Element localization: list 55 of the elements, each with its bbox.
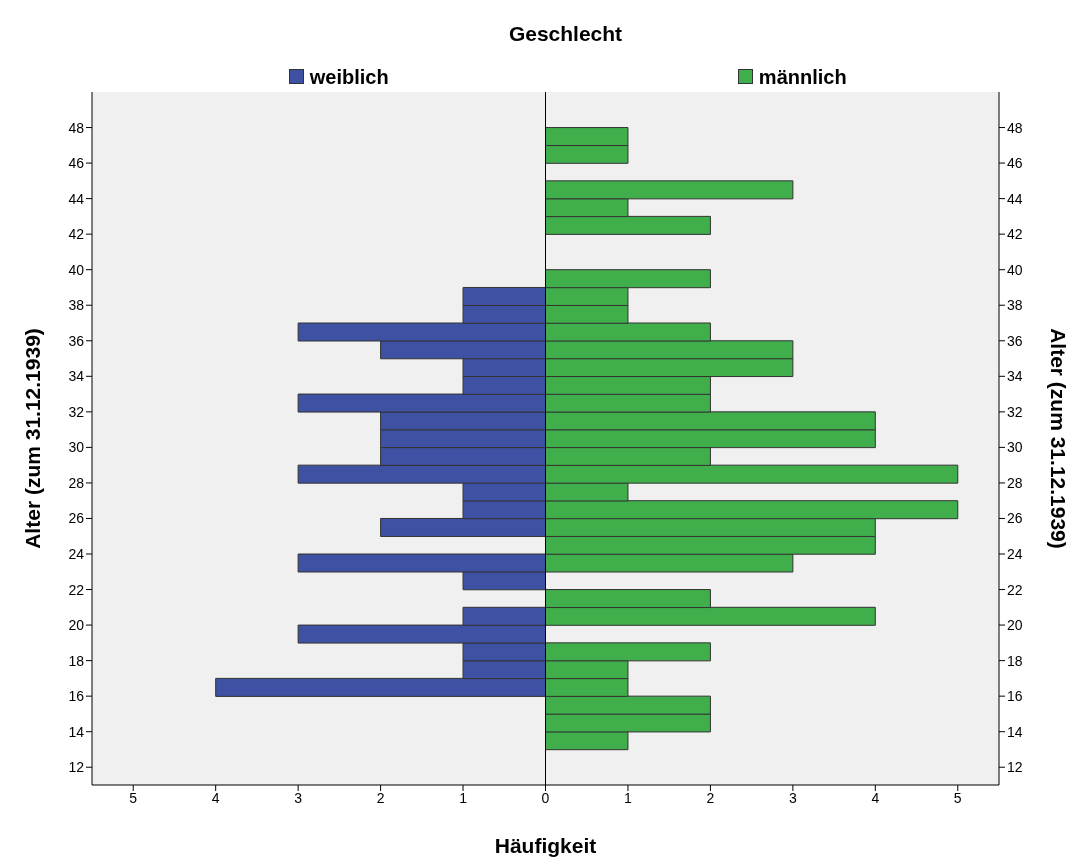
y-tick-label: 12 [68,759,85,776]
y2-tick-label: 30 [1007,439,1023,456]
x-tick-label: 1 [459,789,468,806]
y2-tick-label: 32 [1007,403,1023,420]
x-tick-label: 5 [953,789,962,806]
y2-tick-label: 28 [1007,474,1023,491]
y2-axis-title: Alter (zum 31.12.1939) [1046,328,1070,549]
y-tick-label: 14 [68,723,85,740]
y-tick-label: 42 [68,226,85,243]
y-tick-label: 38 [68,297,85,314]
x-tick-label: 1 [624,789,633,806]
y-tick-label: 18 [68,652,85,669]
y2-tick-label: 22 [1007,581,1023,598]
y-tick-label: 32 [68,403,85,420]
x-axis-title: Häufigkeit [494,834,597,857]
y2-tick-label: 42 [1007,226,1023,243]
y2-tick-label: 24 [1007,545,1023,562]
y-axis-title: Alter (zum 31.12.1939) [21,328,45,549]
y-tick-label: 24 [68,545,85,562]
y2-tick-label: 38 [1007,297,1023,314]
y2-tick-label: 40 [1007,261,1023,278]
y-tick-label: 48 [68,119,85,136]
y2-tick-label: 48 [1007,119,1023,136]
x-tick-label: 3 [788,789,797,806]
x-tick-label: 3 [294,789,303,806]
y2-tick-label: 14 [1007,723,1023,740]
y2-tick-label: 26 [1007,510,1023,527]
y-tick-label: 46 [68,155,85,172]
y-tick-label: 16 [68,688,85,705]
y-tick-label: 20 [68,617,85,634]
y-tick-label: 36 [68,332,85,349]
x-tick-label: 4 [871,789,880,806]
legend-label: männlich [757,66,848,89]
y-tick-label: 22 [68,581,85,598]
y2-tick-label: 12 [1007,759,1023,776]
y2-tick-label: 34 [1007,368,1023,385]
y-tick-label: 26 [68,510,85,527]
y2-tick-label: 16 [1007,688,1023,705]
y-tick-label: 40 [68,261,85,278]
y2-tick-label: 18 [1007,652,1023,669]
y2-tick-label: 46 [1007,155,1023,172]
y-tick-label: 28 [68,474,85,491]
x-tick-label: 5 [129,789,138,806]
x-tick-label: 2 [706,789,715,806]
y-tick-label: 30 [68,439,85,456]
legend-label: weiblich [308,66,390,89]
x-tick-label: 4 [211,789,220,806]
x-tick-label: 2 [376,789,385,806]
y2-tick-label: 20 [1007,617,1023,634]
x-tick-label: 0 [541,789,550,806]
legend-title: Geschlecht [507,22,624,46]
y-tick-label: 34 [68,368,85,385]
y2-tick-label: 44 [1007,190,1023,207]
y2-tick-label: 36 [1007,332,1023,349]
y-tick-label: 44 [68,190,85,207]
